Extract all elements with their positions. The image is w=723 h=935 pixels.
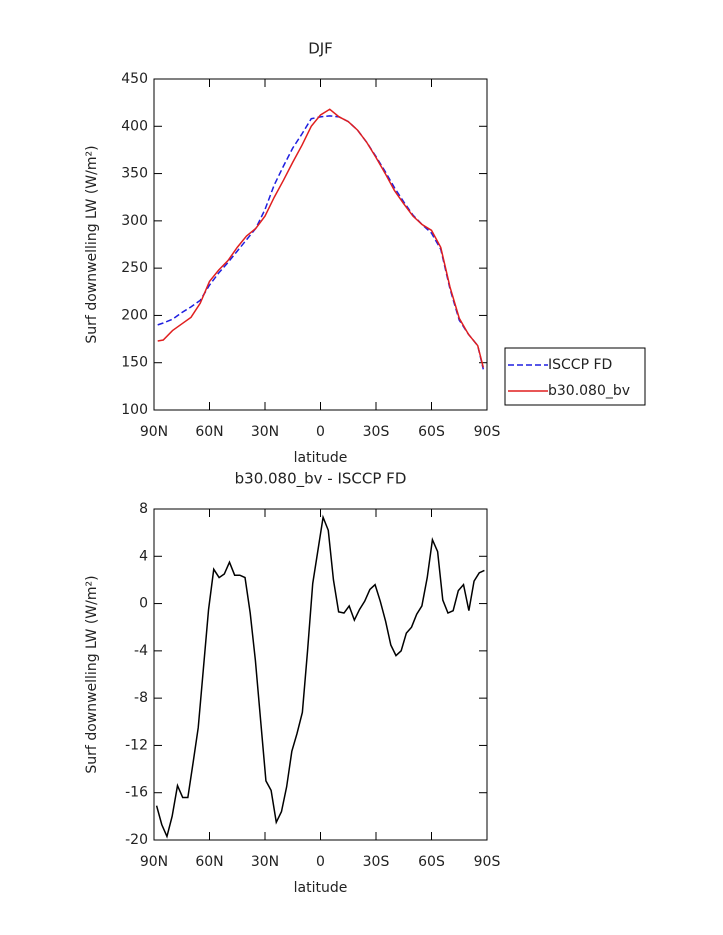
x-tick-label: 90N: [140, 424, 168, 440]
y-tick-label: 8: [139, 501, 148, 517]
y-tick-label: 150: [121, 355, 148, 371]
y-tick-label: 200: [121, 307, 148, 323]
y-tick-label: 250: [121, 260, 148, 276]
plot-frame: [153, 508, 488, 841]
x-tick-label: 30N: [251, 854, 279, 870]
y-tick-label: -4: [134, 643, 148, 659]
y-tick-label: 4: [139, 548, 148, 564]
chart-title: b30.080_bv - ISCCP FD: [235, 470, 407, 489]
y-tick-label: 300: [121, 213, 148, 229]
y-tick-label: 450: [121, 71, 148, 87]
y-tick-label: -12: [125, 737, 148, 753]
x-axis-label: latitude: [294, 450, 348, 466]
x-tick-label: 30N: [251, 424, 279, 440]
chart-title: DJF: [308, 40, 333, 58]
y-tick-label: 100: [121, 402, 148, 418]
series-line: [157, 115, 485, 370]
y-tick-label: 0: [139, 596, 148, 612]
legend-box: [504, 347, 646, 406]
legend-label: b30.080_bv: [548, 383, 630, 399]
x-tick-label: 90S: [474, 424, 501, 440]
y-tick-label: 400: [121, 118, 148, 134]
y-axis-label: Surf downwelling LW (W/m²): [84, 145, 100, 343]
y-tick-label: -20: [125, 832, 148, 848]
y-tick-label: -8: [134, 690, 148, 706]
y-tick-label: -16: [125, 785, 148, 801]
x-tick-label: 0: [316, 424, 325, 440]
x-tick-label: 30S: [363, 424, 390, 440]
y-axis-label: Surf downwelling LW (W/m²): [84, 575, 100, 773]
x-tick-label: 60N: [195, 854, 223, 870]
x-tick-label: 90S: [474, 854, 501, 870]
x-tick-label: 60S: [418, 854, 445, 870]
series-line: [155, 514, 485, 839]
legend-label: ISCCP FD: [548, 357, 612, 373]
x-axis-label: latitude: [294, 880, 348, 896]
x-tick-label: 90N: [140, 854, 168, 870]
x-tick-label: 30S: [363, 854, 390, 870]
x-tick-label: 0: [316, 854, 325, 870]
series-line: [157, 108, 485, 368]
plot-frame: [153, 78, 488, 411]
x-tick-label: 60S: [418, 424, 445, 440]
x-tick-label: 60N: [195, 424, 223, 440]
y-tick-label: 350: [121, 166, 148, 182]
